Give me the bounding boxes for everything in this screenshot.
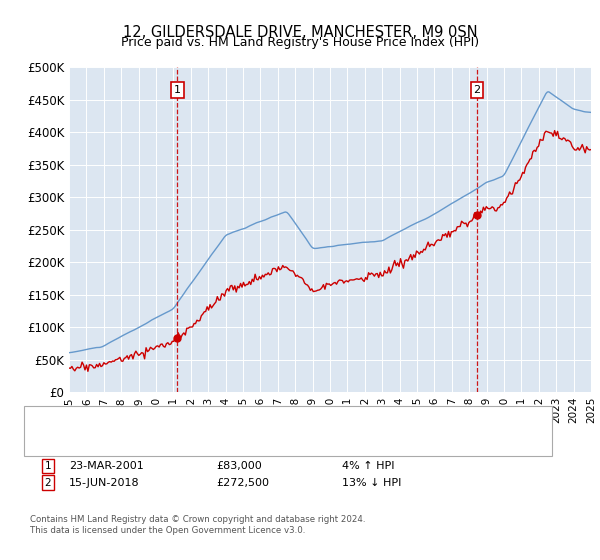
Text: 2: 2: [44, 478, 52, 488]
Text: 13% ↓ HPI: 13% ↓ HPI: [342, 478, 401, 488]
Text: 2: 2: [473, 85, 481, 95]
Text: Contains HM Land Registry data © Crown copyright and database right 2024.
This d: Contains HM Land Registry data © Crown c…: [30, 515, 365, 535]
Text: 1: 1: [174, 85, 181, 95]
Text: HPI: Average price, detached house, Manchester: HPI: Average price, detached house, Manc…: [81, 433, 347, 443]
Text: 4% ↑ HPI: 4% ↑ HPI: [342, 461, 395, 471]
Text: —: —: [54, 412, 72, 430]
Text: 1: 1: [44, 461, 52, 471]
Text: —: —: [54, 429, 72, 447]
Text: 12, GILDERSDALE DRIVE, MANCHESTER, M9 0SN (detached house): 12, GILDERSDALE DRIVE, MANCHESTER, M9 0S…: [81, 416, 447, 426]
Text: £83,000: £83,000: [216, 461, 262, 471]
Text: 15-JUN-2018: 15-JUN-2018: [69, 478, 140, 488]
Text: £272,500: £272,500: [216, 478, 269, 488]
Text: 12, GILDERSDALE DRIVE, MANCHESTER, M9 0SN: 12, GILDERSDALE DRIVE, MANCHESTER, M9 0S…: [122, 25, 478, 40]
Text: 23-MAR-2001: 23-MAR-2001: [69, 461, 144, 471]
Text: Price paid vs. HM Land Registry's House Price Index (HPI): Price paid vs. HM Land Registry's House …: [121, 36, 479, 49]
